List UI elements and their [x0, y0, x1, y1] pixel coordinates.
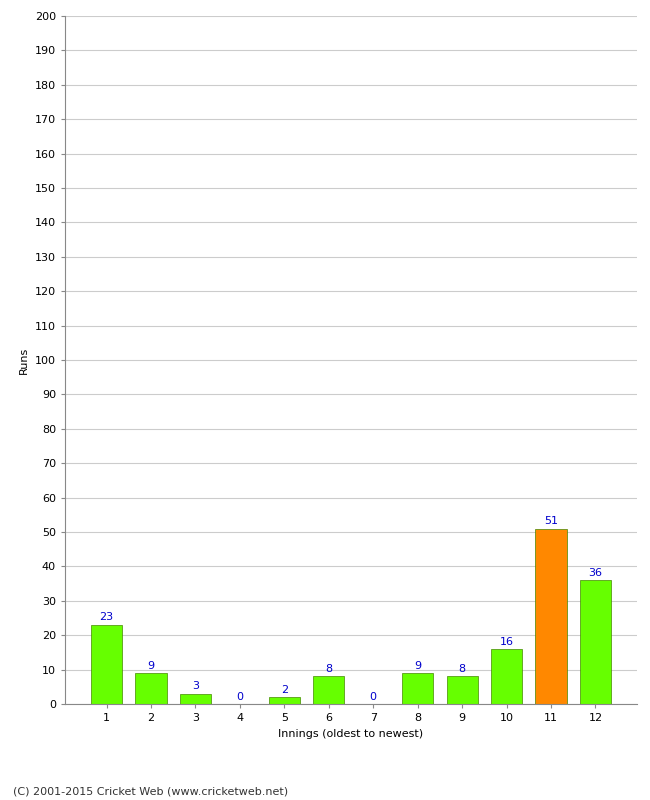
Bar [491, 649, 522, 704]
Bar [580, 580, 611, 704]
Text: 2: 2 [281, 685, 288, 694]
Text: 3: 3 [192, 682, 199, 691]
X-axis label: Innings (oldest to newest): Innings (oldest to newest) [278, 729, 424, 738]
Text: (C) 2001-2015 Cricket Web (www.cricketweb.net): (C) 2001-2015 Cricket Web (www.cricketwe… [13, 786, 288, 796]
Bar [135, 673, 166, 704]
Text: 36: 36 [588, 568, 603, 578]
Text: 16: 16 [500, 637, 514, 646]
Bar [402, 673, 433, 704]
Bar [313, 677, 345, 704]
Text: 9: 9 [414, 661, 421, 670]
Text: 8: 8 [325, 664, 332, 674]
Bar [180, 694, 211, 704]
Y-axis label: Runs: Runs [20, 346, 29, 374]
Text: 23: 23 [99, 613, 114, 622]
Text: 51: 51 [544, 516, 558, 526]
Bar [91, 625, 122, 704]
Bar [536, 529, 567, 704]
Bar [269, 697, 300, 704]
Text: 8: 8 [458, 664, 465, 674]
Text: 0: 0 [237, 691, 243, 702]
Text: 0: 0 [370, 691, 377, 702]
Bar [447, 677, 478, 704]
Text: 9: 9 [148, 661, 155, 670]
